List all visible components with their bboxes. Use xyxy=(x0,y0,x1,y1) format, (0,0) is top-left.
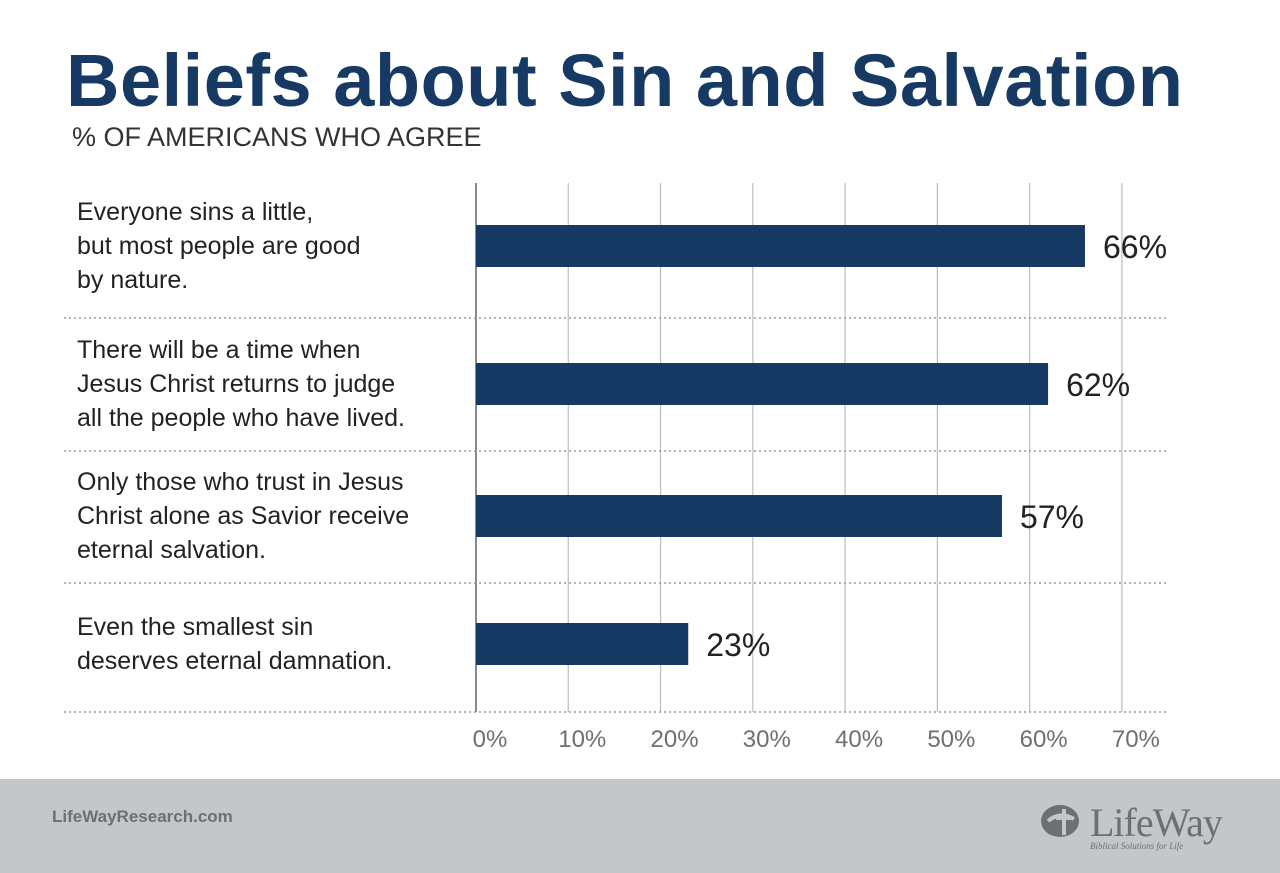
logo-wordmark: LifeWay xyxy=(1090,800,1223,845)
value-label: 57% xyxy=(1020,499,1084,535)
category-label: There will be a time when Jesus Christ re… xyxy=(77,333,477,435)
footer-url[interactable]: LifeWayResearch.com xyxy=(52,807,233,826)
category-label-line: Even the smallest sin xyxy=(77,613,314,641)
bar xyxy=(476,495,1002,537)
x-tick-label: 40% xyxy=(835,726,883,753)
category-label-line: deserves eternal damnation. xyxy=(77,647,393,675)
category-label: Everyone sins a little, but most people a… xyxy=(77,195,477,297)
value-label: 66% xyxy=(1103,229,1167,265)
category-label-line: all the people who have lived. xyxy=(77,404,406,432)
bar xyxy=(476,363,1049,405)
bar xyxy=(476,623,689,665)
bar-chart: 66% 62% 57% 23% 0% 10% 20% 30% 40% 50% 60% 70% xyxy=(64,183,1168,753)
category-label-line: by nature. xyxy=(77,266,189,294)
category-label-line: Everyone sins a little, xyxy=(77,198,314,226)
category-label-line: Christ alone as Savior receive xyxy=(77,502,410,530)
value-label: 23% xyxy=(706,627,770,663)
category-label: Even the smallest sin deserves eternal da… xyxy=(77,610,477,678)
lifeway-logo: LifeWay Biblical Solutions for Life xyxy=(1040,799,1240,859)
x-tick-label: 30% xyxy=(743,726,791,753)
category-label: Only those who trust in Jesus Christ alon… xyxy=(77,465,477,567)
category-label-line: Only those who trust in Jesus xyxy=(77,468,404,496)
x-tick-label: 70% xyxy=(1112,726,1160,753)
chart-subtitle: % OF AMERICANS WHO AGREE xyxy=(72,122,482,152)
x-tick-label: 0% xyxy=(473,726,508,753)
category-label-line: but most people are good xyxy=(77,232,361,260)
bar xyxy=(476,225,1085,267)
x-tick-label: 50% xyxy=(927,726,975,753)
value-label: 62% xyxy=(1066,367,1130,403)
chart-title: Beliefs about Sin and Salvation xyxy=(66,39,1184,122)
category-label-line: There will be a time when xyxy=(77,336,361,364)
footer: LifeWayResearch.com LifeWay Biblical Sol… xyxy=(0,779,1280,873)
x-tick-label: 20% xyxy=(651,726,699,753)
lifeway-logo-icon xyxy=(1041,805,1079,837)
category-label-line: eternal salvation. xyxy=(77,536,267,564)
x-tick-label: 10% xyxy=(558,726,606,753)
x-tick-label: 60% xyxy=(1020,726,1068,753)
logo-tagline: Biblical Solutions for Life xyxy=(1090,841,1184,851)
category-label-line: Jesus Christ returns to judge xyxy=(77,370,396,398)
